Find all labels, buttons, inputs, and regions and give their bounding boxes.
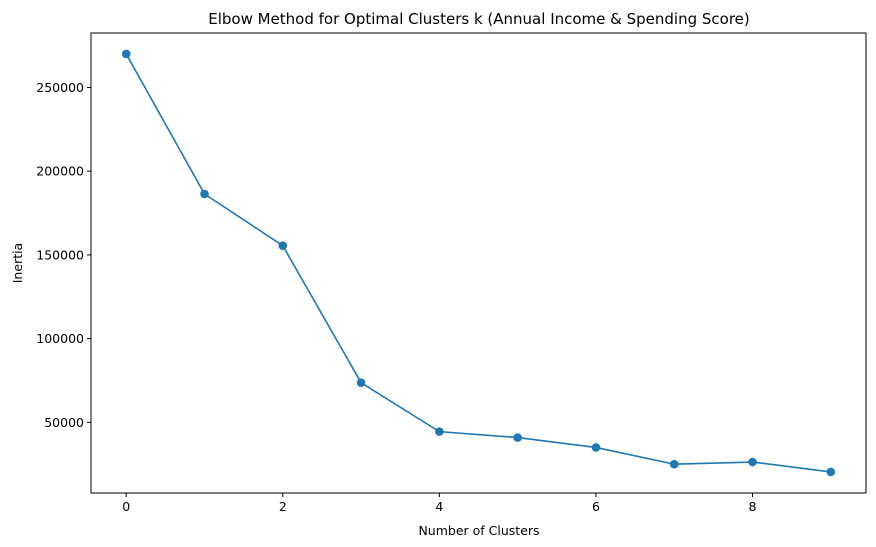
x-axis-ticks: 0 2 4 6 8	[122, 493, 757, 514]
plot-frame	[90, 32, 867, 494]
data-point	[513, 433, 522, 442]
data-point	[200, 189, 209, 199]
x-tick-label: 0	[122, 499, 130, 514]
y-axis-ticks: 50000 100000 150000 200000 250000	[36, 80, 91, 430]
data-point	[826, 467, 836, 477]
series-layer	[121, 49, 836, 477]
chart-title: Elbow Method for Optimal Clusters k (Ann…	[208, 10, 750, 28]
data-point	[278, 241, 288, 250]
y-tick-label: 200000	[36, 164, 84, 179]
x-tick-label: 6	[592, 499, 600, 514]
data-point	[435, 427, 444, 436]
y-tick-label: 150000	[36, 247, 84, 262]
data-point	[669, 459, 679, 469]
data-point	[356, 378, 366, 387]
y-tick-label: 250000	[36, 80, 84, 95]
y-axis-label: Inertia	[10, 243, 25, 283]
x-tick-label: 4	[435, 499, 443, 514]
data-point	[748, 457, 757, 467]
data-point	[121, 49, 131, 59]
series-line	[125, 53, 831, 473]
y-tick-label: 100000	[36, 331, 84, 346]
x-axis-label: Number of Clusters	[418, 523, 539, 538]
y-tick-label: 50000	[44, 415, 84, 430]
x-tick-label: 8	[749, 499, 757, 514]
x-tick-label: 2	[279, 499, 287, 514]
data-point	[591, 443, 601, 452]
